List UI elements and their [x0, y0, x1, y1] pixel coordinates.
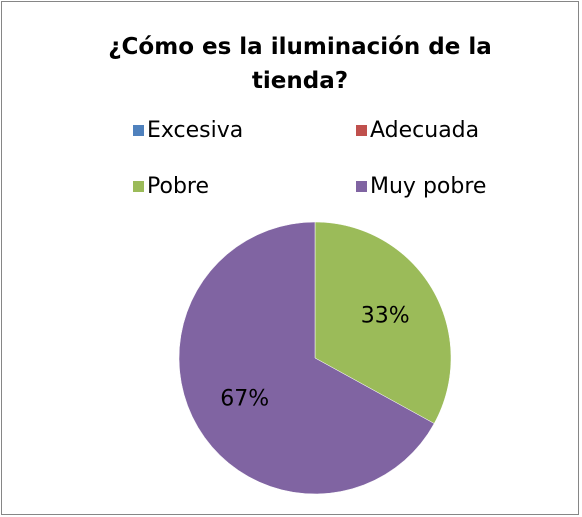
legend-label: Excesiva: [147, 118, 243, 143]
legend-swatch: [133, 125, 144, 136]
pie-slice: [314, 221, 452, 424]
data-label: 33%: [361, 303, 410, 328]
chart-title: ¿Cómo es la iluminación de la tienda?: [108, 34, 492, 94]
legend-swatch: [356, 125, 367, 136]
legend-label: Adecuada: [370, 118, 479, 143]
legend-swatch: [133, 181, 144, 192]
pie-slice: [178, 221, 435, 495]
legend-label: Pobre: [147, 174, 209, 199]
data-label: 67%: [220, 387, 269, 412]
legend-swatch: [356, 181, 367, 192]
legend-label: Muy pobre: [370, 174, 486, 199]
